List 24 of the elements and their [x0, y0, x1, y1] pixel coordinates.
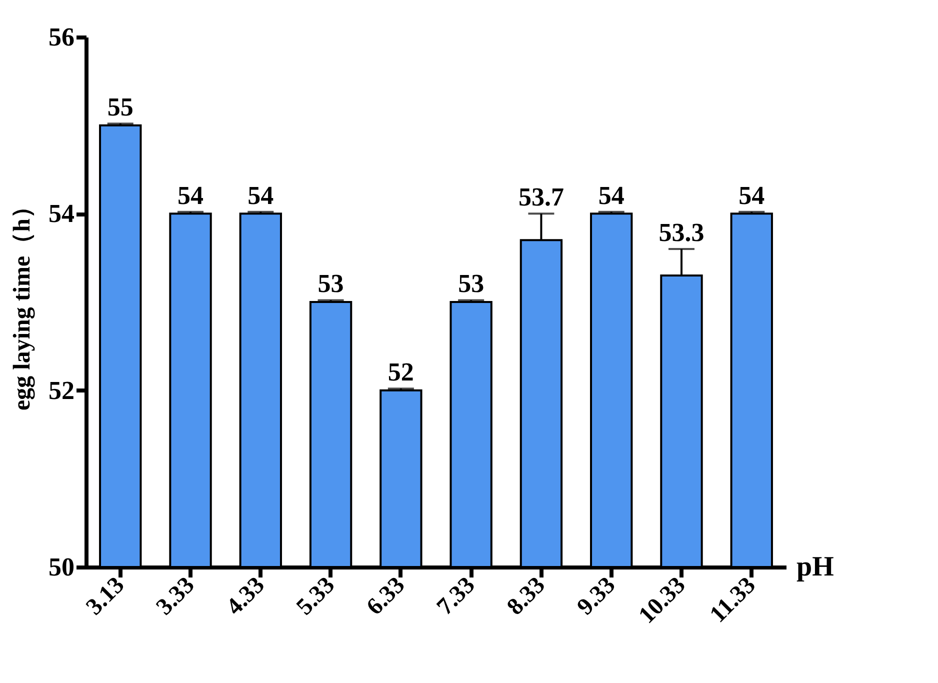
data-label: 54	[248, 180, 274, 210]
data-label: 53.7	[518, 182, 564, 212]
y-tick-label: 54	[48, 199, 74, 228]
data-label: 53	[458, 269, 484, 298]
x-tick-label: 4.33	[222, 572, 270, 620]
y-tick-label: 50	[48, 552, 74, 582]
x-tick-label: 5.33	[292, 572, 340, 620]
x-tick-label: 9.33	[572, 572, 621, 620]
data-label: 54	[738, 180, 765, 210]
y-axis-title: egg laying time（h）	[10, 194, 36, 410]
x-tick-label: 6.33	[362, 572, 410, 620]
data-label: 52	[388, 358, 414, 387]
data-label: 55	[107, 92, 134, 122]
x-tick-label: 7.33	[432, 572, 480, 620]
x-tick-label: 3.33	[152, 572, 200, 620]
data-label: 53	[318, 269, 344, 298]
y-tick-label: 56	[48, 22, 74, 52]
data-label: 53.3	[658, 218, 704, 247]
x-tick-label: 8.33	[502, 572, 550, 620]
data-label: 54	[598, 180, 624, 210]
x-axis-title: pH	[796, 552, 834, 582]
y-tick-label: 52	[48, 376, 74, 405]
x-tick-label: 3.13	[81, 572, 130, 620]
data-label: 54	[178, 180, 204, 210]
